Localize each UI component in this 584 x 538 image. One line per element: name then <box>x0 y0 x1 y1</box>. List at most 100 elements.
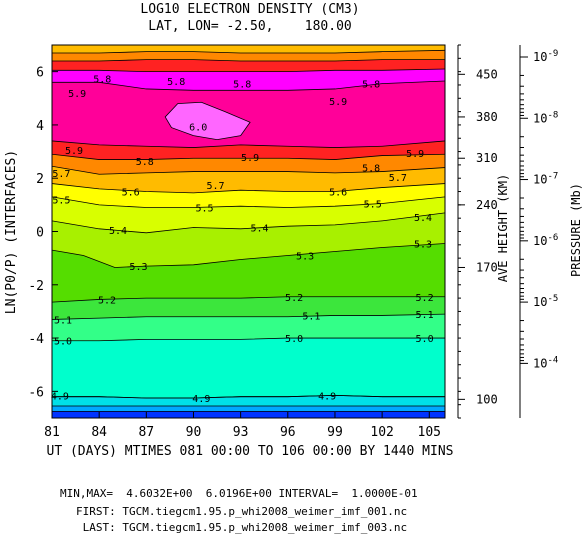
contour-label: 5.7 <box>206 181 224 192</box>
contour-label: 6.0 <box>189 122 207 133</box>
contour-line <box>52 49 445 54</box>
contour-label: 4.9 <box>192 394 210 405</box>
contour-line <box>52 80 445 91</box>
x-tick-label: 84 <box>91 425 107 440</box>
contour-band <box>52 212 445 268</box>
contour-label: 5.8 <box>93 74 111 85</box>
contour-line <box>52 59 445 62</box>
contour-label: 5.4 <box>414 213 432 224</box>
y-axis-label: LN(P0/P) (INTERFACES) <box>4 150 19 314</box>
contour-label: 5.3 <box>296 251 314 262</box>
contour-band <box>52 243 445 303</box>
contour-label: 5.8 <box>233 80 251 91</box>
contour-label: 5.9 <box>406 149 424 160</box>
contour-line <box>52 196 445 208</box>
pressure-tick-label: 10-5 <box>533 294 558 309</box>
x-tick-label: 87 <box>138 425 154 440</box>
y-tick-label: 6 <box>36 66 44 81</box>
contour-label: 5.0 <box>285 334 303 345</box>
contour-label: 5.9 <box>329 97 347 108</box>
contour-label: 5.8 <box>362 80 380 91</box>
contour-line <box>52 337 445 342</box>
contour-line <box>52 153 445 160</box>
contour-band <box>52 314 445 341</box>
contour-band <box>52 411 445 418</box>
contour-label: 5.5 <box>52 196 70 207</box>
contour-band <box>52 140 445 160</box>
y-axis: -6 -4 -2 0 2 4 6 <box>28 66 58 400</box>
contour-line <box>52 296 445 303</box>
pressure-tick-label: 10-9 <box>533 49 558 64</box>
contour-label: 5.1 <box>54 315 72 326</box>
height-tick-label: 240 <box>476 198 498 212</box>
contour-band <box>52 68 445 91</box>
contour-label: 5.5 <box>364 200 382 211</box>
contour-label: 5.8 <box>136 157 154 168</box>
contour-label: 5.9 <box>68 89 86 100</box>
contour-band <box>52 59 445 72</box>
contour-label: 5.1 <box>416 310 434 321</box>
y-tick-label: -2 <box>28 279 44 294</box>
contour-label: 5.9 <box>241 153 259 164</box>
x-tick-label: 81 <box>44 425 60 440</box>
contour-line <box>52 68 445 73</box>
contour-label: 5.7 <box>52 169 70 180</box>
height-tick-label: 380 <box>476 110 498 124</box>
height-tick-label: 170 <box>476 260 498 274</box>
x-tick-label: 105 <box>418 425 441 440</box>
y-tick-label: 2 <box>36 172 44 187</box>
contour-band <box>52 406 445 412</box>
contour-band <box>52 154 445 175</box>
contour-label: 5.6 <box>122 188 140 199</box>
pressure-tick-label: 10-6 <box>533 233 558 248</box>
contour-label: 5.9 <box>65 146 83 157</box>
first-file-line: FIRST: TGCM.tiegcm1.95.p_whi2008_weimer_… <box>76 505 408 518</box>
contour-label: 5.2 <box>98 295 116 306</box>
x-tick-label: 99 <box>327 425 343 440</box>
chart-subtitle: LAT, LON= -2.50, 180.00 <box>148 19 352 34</box>
x-axis: 81 84 87 90 93 96 99 102 105 <box>44 412 441 440</box>
height-axis-label: AVE HEIGHT (KM) <box>496 174 510 282</box>
y-tick-label: -4 <box>28 332 44 347</box>
contour-label: 5.6 <box>329 188 347 199</box>
height-tick-label: 310 <box>476 151 498 165</box>
contour-line <box>52 313 445 320</box>
contour-line <box>52 243 445 268</box>
contour-label: 5.3 <box>129 262 147 273</box>
contour-line <box>52 394 445 399</box>
contour-band <box>52 183 445 208</box>
contour-band <box>52 338 445 399</box>
contour-line <box>52 140 445 148</box>
contour-label: 5.0 <box>416 334 434 345</box>
x-axis-label: UT (DAYS) MTIMES 081 00:00 TO 106 00:00 … <box>47 444 454 459</box>
pressure-tick-label: 10-4 <box>533 355 558 370</box>
contour-peak <box>164 101 251 140</box>
contour-label: 5.2 <box>285 293 303 304</box>
contour-line <box>52 165 445 175</box>
pressure-tick-label: 10-7 <box>533 172 558 187</box>
filled-contour-layer <box>52 45 445 418</box>
contour-line <box>52 212 445 234</box>
contour-label-layer: 4.9 4.9 4.9 5.0 5.0 5.0 5.1 5.1 5.1 5.2 5.2 5.2 5.3 5… <box>51 74 434 405</box>
contour-label: 5.4 <box>250 224 268 235</box>
chart-title: LOG10 ELECTRON DENSITY (CM3) <box>140 2 359 17</box>
contour-line-layer <box>52 49 445 412</box>
y-tick-label: 4 <box>36 119 44 134</box>
contour-label: 5.3 <box>414 239 432 250</box>
contour-label: 5.1 <box>302 311 320 322</box>
stats-line: MIN,MAX= 4.6032E+00 6.0196E+00 INTERVAL=… <box>60 487 418 500</box>
last-file-line: LAST: TGCM.tiegcm1.95.p_whi2008_weimer_i… <box>76 521 408 534</box>
height-axis: 450 380 310 240 170 100 <box>457 44 498 419</box>
contour-band <box>52 45 445 53</box>
contour-label: 5.2 <box>416 293 434 304</box>
contour-band <box>52 80 445 148</box>
contour-label: 5.5 <box>195 204 213 215</box>
contour-label: 4.9 <box>318 391 336 402</box>
pressure-tick-label: 10-8 <box>533 110 558 125</box>
height-tick-label: 450 <box>476 67 498 81</box>
pressure-axis: 10-9 10-8 10-7 10-6 10-5 10-4 <box>519 45 558 418</box>
contour-label: 4.9 <box>51 391 69 402</box>
x-tick-label: 102 <box>370 425 393 440</box>
contour-label: 5.4 <box>109 226 127 237</box>
